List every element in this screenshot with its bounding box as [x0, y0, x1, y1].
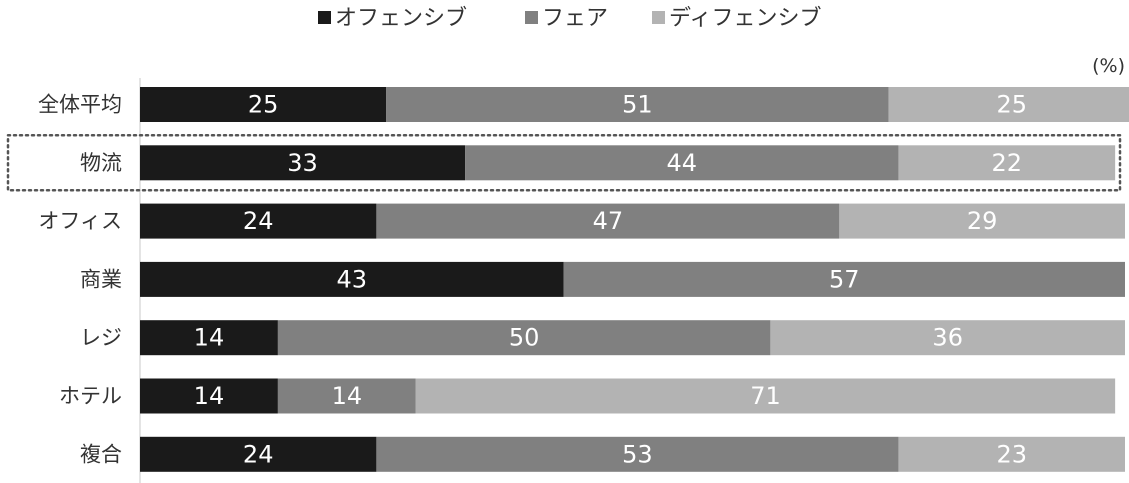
category-label: 複合	[80, 442, 122, 466]
bar-segment	[770, 320, 1125, 356]
data-label: 47	[593, 207, 624, 235]
category-label: レジ	[80, 326, 122, 350]
bar-segment	[386, 87, 889, 122]
bar-segment	[277, 378, 416, 414]
legend-label: オフェンシブ	[335, 6, 467, 31]
legend-swatch	[652, 11, 665, 24]
data-label: 24	[243, 207, 274, 235]
data-label: 14	[194, 382, 225, 410]
category-label: 全体平均	[38, 93, 122, 117]
bar-segment	[898, 145, 1116, 181]
category-label: 物流	[80, 151, 122, 175]
data-label: 23	[996, 440, 1027, 468]
bar-segment	[140, 87, 387, 122]
highlight-box	[6, 134, 1122, 192]
data-label: 14	[194, 324, 225, 352]
data-label: 43	[337, 265, 368, 293]
legend-label: ディフェンシブ	[669, 6, 821, 31]
data-label: 25	[248, 91, 279, 119]
legend-swatch	[525, 11, 538, 24]
data-label: 14	[332, 382, 363, 410]
bar-segment	[277, 320, 771, 356]
bar-segment	[563, 261, 1125, 297]
bar-segment	[140, 320, 278, 356]
bar-segment	[140, 261, 564, 297]
legend-label: フェア	[542, 6, 608, 31]
data-label: 33	[287, 149, 318, 177]
bar-segment	[140, 436, 377, 472]
data-label: 36	[932, 324, 963, 352]
data-label: 51	[622, 91, 653, 119]
unit-label: (%)	[1092, 55, 1125, 77]
bar-segment	[140, 378, 278, 414]
data-label: 57	[829, 265, 860, 293]
data-label: 53	[622, 440, 653, 468]
bar-segment	[140, 203, 377, 239]
data-label: 22	[992, 149, 1023, 177]
bar-segment	[465, 145, 899, 181]
data-label: 50	[509, 324, 540, 352]
highlight-box-group	[6, 134, 1122, 192]
bars-group: 25 51 25 33 44 22 24 47 29 43 57 14 50 36 14 14 71 24 53 23	[140, 87, 1129, 472]
bar-segment	[376, 203, 840, 239]
category-label: 商業	[80, 267, 122, 291]
category-label: ホテル	[59, 384, 122, 408]
data-label: 25	[996, 91, 1027, 119]
data-label: 44	[666, 149, 697, 177]
bar-segment	[888, 87, 1129, 122]
data-label: 29	[967, 207, 998, 235]
data-label: 71	[750, 382, 781, 410]
bar-segment	[898, 436, 1125, 472]
category-label: オフィス	[38, 209, 122, 233]
bar-segment	[839, 203, 1125, 239]
bar-segment	[140, 145, 466, 181]
bar-segment	[415, 378, 1116, 414]
data-label: 24	[243, 440, 274, 468]
legend: オフェンシブ フェア ディフェンシブ	[318, 6, 821, 31]
legend-swatch	[318, 11, 331, 24]
bar-segment	[376, 436, 899, 472]
